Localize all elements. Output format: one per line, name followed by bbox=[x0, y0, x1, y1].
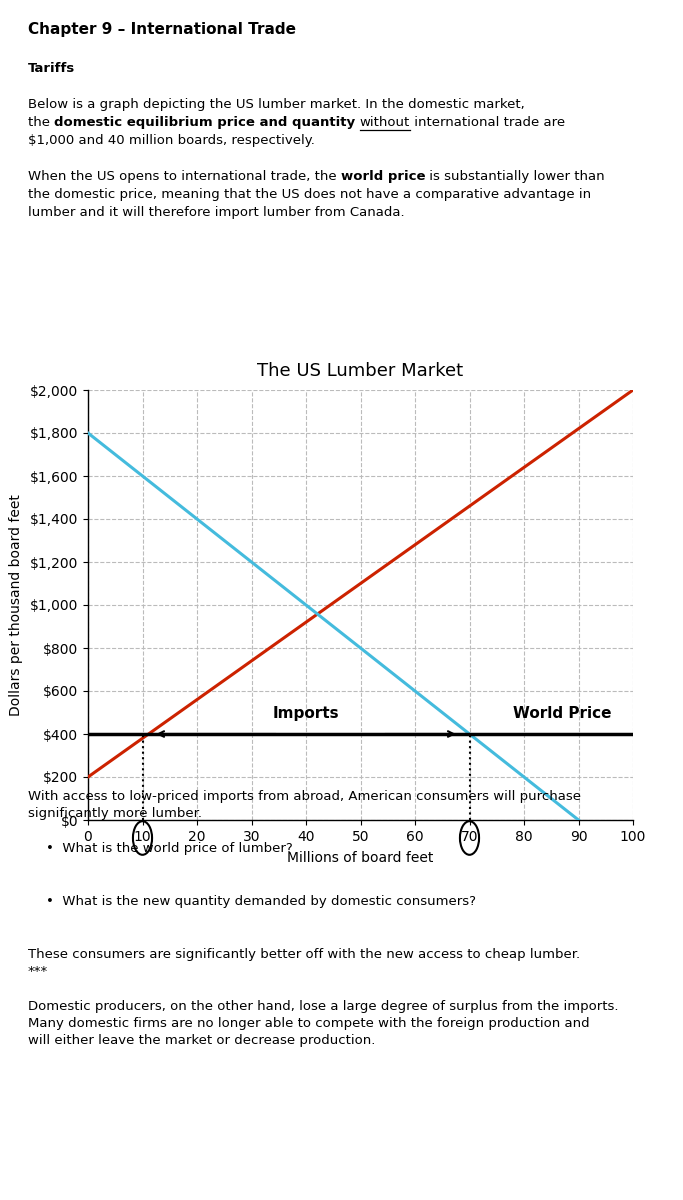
Text: the domestic price, meaning that the US does not have a comparative advantage in: the domestic price, meaning that the US … bbox=[28, 188, 591, 200]
Text: $1,000 and 40 million boards, respectively.: $1,000 and 40 million boards, respective… bbox=[28, 134, 315, 146]
Text: Many domestic firms are no longer able to compete with the foreign production an: Many domestic firms are no longer able t… bbox=[28, 1018, 589, 1030]
Text: will either leave the market or decrease production.: will either leave the market or decrease… bbox=[28, 1034, 376, 1046]
Text: Chapter 9 – International Trade: Chapter 9 – International Trade bbox=[28, 22, 296, 37]
Title: The US Lumber Market: The US Lumber Market bbox=[257, 362, 464, 380]
Text: world price: world price bbox=[341, 170, 426, 182]
Text: •  What is the new quantity demanded by domestic consumers?: • What is the new quantity demanded by d… bbox=[46, 895, 476, 908]
Text: without: without bbox=[360, 116, 410, 128]
Y-axis label: Dollars per thousand board feet: Dollars per thousand board feet bbox=[9, 494, 23, 716]
Text: Imports: Imports bbox=[273, 706, 339, 721]
X-axis label: Millions of board feet: Millions of board feet bbox=[288, 851, 434, 865]
Text: is substantially lower than: is substantially lower than bbox=[426, 170, 605, 182]
Text: domestic equilibrium price and quantity: domestic equilibrium price and quantity bbox=[54, 116, 355, 128]
Text: Domestic producers, on the other hand, lose a large degree of surplus from the i: Domestic producers, on the other hand, l… bbox=[28, 1000, 619, 1013]
Text: World Price: World Price bbox=[513, 706, 611, 721]
Text: lumber and it will therefore import lumber from Canada.: lumber and it will therefore import lumb… bbox=[28, 206, 404, 218]
Text: When the US opens to international trade, the: When the US opens to international trade… bbox=[28, 170, 341, 182]
Text: significantly more lumber.: significantly more lumber. bbox=[28, 806, 202, 820]
Text: These consumers are significantly better off with the new access to cheap lumber: These consumers are significantly better… bbox=[28, 948, 580, 961]
Text: ***: *** bbox=[28, 965, 48, 978]
Text: Below is a graph depicting the US lumber market. In the domestic market,: Below is a graph depicting the US lumber… bbox=[28, 98, 525, 110]
Text: Tariffs: Tariffs bbox=[28, 62, 75, 74]
Text: With access to low-priced imports from abroad, American consumers will purchase: With access to low-priced imports from a… bbox=[28, 790, 581, 803]
Text: international trade are: international trade are bbox=[410, 116, 565, 128]
Text: the: the bbox=[28, 116, 54, 128]
Text: •  What is the world price of lumber?: • What is the world price of lumber? bbox=[46, 842, 293, 854]
